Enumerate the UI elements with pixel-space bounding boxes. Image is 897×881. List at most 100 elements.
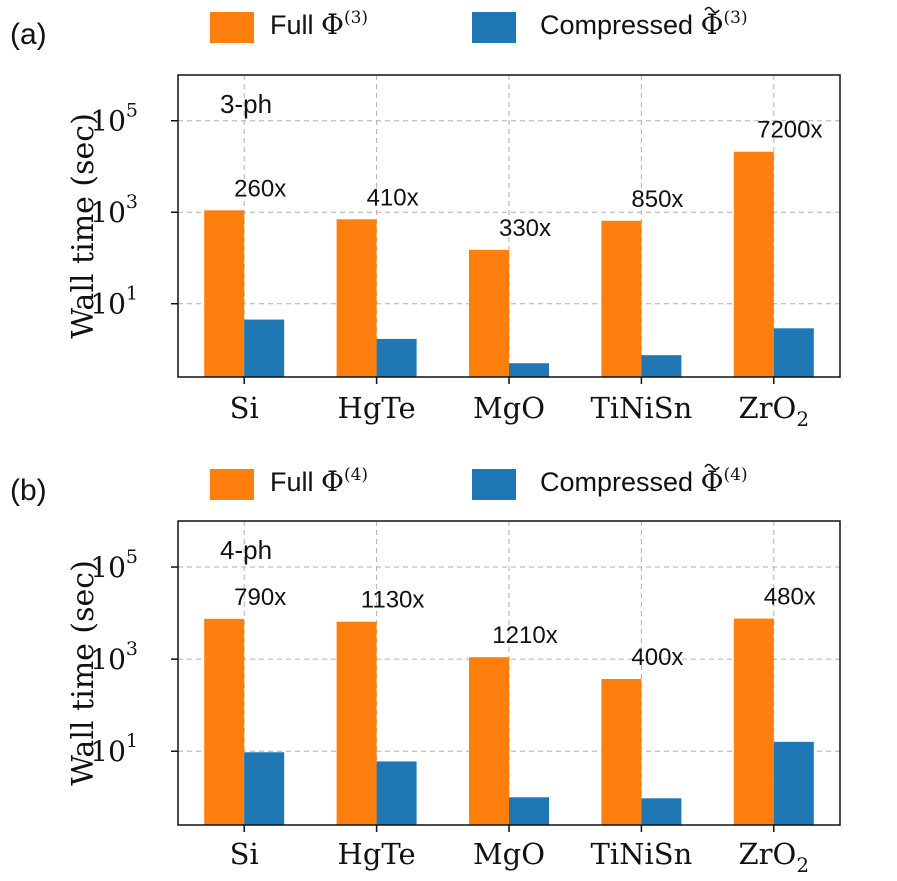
legend-order: (4) (344, 465, 368, 485)
y-tick-label: 103 (90, 191, 138, 229)
legend: Full Φ(4) Compressed Φ(4) (210, 463, 748, 500)
x-tick-label: MgO (473, 391, 545, 425)
bar-compressed (641, 355, 682, 377)
bar-full (469, 249, 509, 377)
plot-frame (177, 520, 841, 826)
phi-symbol: Φ (321, 8, 344, 41)
y-tick-base: 10 (90, 735, 126, 768)
y-tick-exponent: 5 (126, 100, 138, 122)
legend-swatch-compressed (472, 469, 516, 500)
legend-compressed-prefix: Compressed (540, 467, 701, 497)
phi-symbol: Φ (321, 465, 344, 498)
y-axis-title: Wall time (sec) (66, 560, 101, 786)
y-tick-label: 105 (90, 100, 138, 138)
phi-tilde-symbol: Φ (701, 465, 724, 498)
plot-frame (177, 74, 841, 378)
x-tick-label: HgTe (338, 391, 416, 425)
interaction-order-label: 4-ph (220, 535, 272, 565)
y-tick-exponent: 3 (126, 191, 138, 213)
y-tick-label: 105 (90, 546, 138, 584)
bar-full (733, 618, 774, 825)
y-tick-base: 10 (90, 643, 126, 676)
x-tick-subscript: 2 (796, 407, 809, 431)
x-tick-label: HgTe (338, 837, 416, 871)
x-tick-main: ZrO (739, 391, 797, 425)
x-tick-label: Si (230, 391, 259, 425)
bar-compressed (244, 752, 285, 825)
bar-full (204, 618, 245, 825)
bar-compressed (773, 741, 814, 825)
legend-order: (4) (724, 465, 748, 485)
y-tick-base: 10 (90, 288, 126, 321)
legend-full-prefix: Full (270, 467, 321, 497)
x-tick-main: Si (230, 391, 259, 425)
panel-label: (a) (10, 18, 47, 51)
bar-full (733, 151, 774, 377)
panel-a: (a) Full Φ(3) Compressed Φ(3)260xSi410xHgT… (10, 6, 841, 431)
y-tick-base: 10 (90, 551, 126, 584)
bar-compressed (773, 328, 814, 377)
bar-full (601, 679, 642, 825)
tilde-mark (704, 463, 720, 471)
speedup-label: 1130x (361, 587, 425, 614)
bar-full (601, 220, 642, 377)
speedup-label: 400x (631, 644, 683, 671)
x-tick-label: TiNiSn (590, 837, 692, 871)
x-tick-main: TiNiSn (590, 837, 692, 871)
interaction-order-label: 3-ph (220, 89, 272, 119)
y-axis-title: Wall time (sec) (66, 113, 101, 339)
bar-compressed (641, 798, 682, 825)
y-tick-label: 101 (90, 730, 138, 768)
speedup-label: 7200x (757, 117, 822, 144)
bar-full (336, 621, 377, 825)
legend-compressed-prefix: Compressed (540, 10, 701, 40)
speedup-label: 260x (234, 175, 286, 202)
y-tick-exponent: 5 (126, 546, 138, 568)
legend-full-prefix: Full (270, 10, 321, 40)
legend-order: (3) (724, 8, 748, 28)
x-tick-main: Si (230, 837, 259, 871)
x-tick-label: TiNiSn (590, 391, 692, 425)
panel-b: (b) Full Φ(4) Compressed Φ(4)790xSi1130xHg… (10, 463, 841, 877)
panel-label: (b) (10, 474, 47, 507)
x-tick-label: MgO (473, 837, 545, 871)
speedup-label: 410x (367, 184, 419, 211)
tilde-mark (704, 6, 720, 14)
y-tick-label: 101 (90, 283, 138, 321)
legend-swatch-compressed (472, 12, 516, 43)
legend-swatch-full (210, 12, 254, 43)
y-tick-label: 103 (90, 638, 138, 676)
legend-order: (3) (344, 8, 368, 28)
bar-compressed (244, 319, 285, 377)
speedup-label: 480x (764, 584, 816, 611)
legend-label-full: Full Φ(4) (270, 465, 368, 498)
x-tick-main: MgO (473, 391, 545, 425)
bar-full (336, 219, 377, 377)
speedup-label: 330x (499, 215, 551, 242)
legend: Full Φ(3) Compressed Φ(3) (210, 6, 748, 43)
bar-compressed (376, 761, 417, 825)
y-tick-base: 10 (90, 196, 126, 229)
bar-compressed (376, 338, 417, 377)
legend-swatch-full (210, 469, 254, 500)
x-tick-subscript: 2 (796, 853, 809, 877)
y-tick-exponent: 1 (126, 283, 138, 305)
speedup-label: 790x (234, 584, 286, 611)
x-tick-main: TiNiSn (590, 391, 692, 425)
x-tick-label: ZrO2 (739, 391, 810, 431)
bar-full (469, 657, 509, 825)
x-tick-main: ZrO (739, 837, 797, 871)
y-tick-exponent: 3 (126, 638, 138, 660)
speedup-label: 850x (631, 186, 683, 213)
speedup-label: 1210x (492, 622, 557, 649)
y-tick-exponent: 1 (126, 730, 138, 752)
x-tick-label: ZrO2 (739, 837, 810, 877)
y-tick-base: 10 (90, 105, 126, 138)
x-tick-main: HgTe (338, 391, 416, 425)
phi-tilde-symbol: Φ (701, 8, 724, 41)
legend-label-full: Full Φ(3) (270, 8, 368, 41)
x-tick-label: Si (230, 837, 259, 871)
bar-full (204, 210, 245, 377)
x-tick-main: MgO (473, 837, 545, 871)
